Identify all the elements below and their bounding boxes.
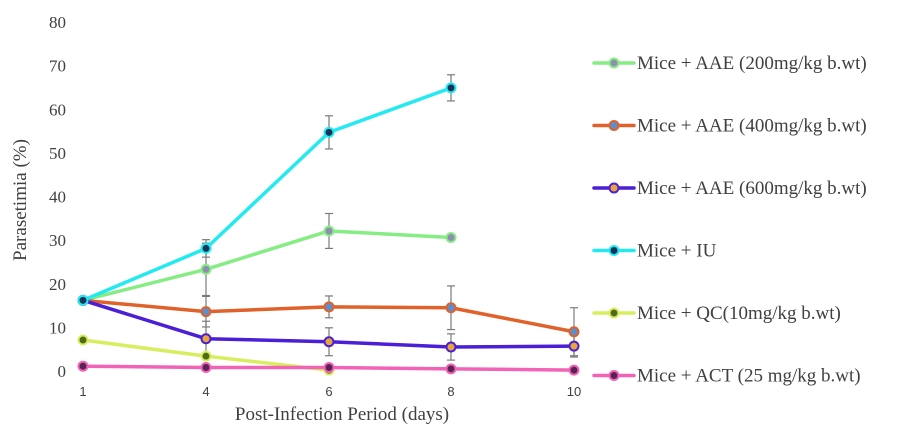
- data-point: [200, 333, 212, 345]
- data-point: [323, 126, 335, 138]
- series-markers: [77, 82, 580, 376]
- data-point: [323, 225, 335, 237]
- legend-swatch-marker: [608, 370, 620, 381]
- data-point: [200, 350, 212, 362]
- legend-label: Mice + AAE (400mg/kg b.wt): [637, 116, 867, 137]
- y-tick-label: 10: [49, 318, 66, 337]
- data-point: [568, 364, 580, 376]
- data-point: [77, 294, 89, 306]
- x-tick-label: 1: [79, 384, 86, 399]
- legend-label: Mice + IU: [637, 241, 717, 262]
- x-tick-label: 6: [325, 384, 332, 399]
- y-tick-label: 20: [49, 275, 66, 294]
- data-point: [323, 362, 335, 374]
- legend-item: Mice + QC(10mg/kg b.wt): [592, 303, 841, 324]
- legend-item: Mice + AAE (200mg/kg b.wt): [592, 53, 867, 74]
- data-point: [200, 306, 212, 318]
- legend-swatch-marker: [608, 57, 620, 69]
- legend-swatch-marker: [608, 182, 620, 194]
- legend-swatch-marker: [608, 245, 620, 256]
- legend-label: Mice + QC(10mg/kg b.wt): [637, 303, 841, 324]
- legend-swatch-marker: [608, 307, 620, 319]
- data-point: [323, 301, 335, 313]
- data-point: [200, 242, 212, 254]
- y-axis-label: Parasetimia (%): [10, 139, 31, 261]
- y-tick-label: 60: [49, 100, 66, 119]
- data-point: [568, 340, 580, 352]
- data-point: [445, 82, 457, 94]
- legend-label: Mice + ACT (25 mg/kg b.wt): [637, 366, 861, 387]
- legend-item: Mice + IU: [592, 241, 717, 262]
- legend-item: Mice + ACT (25 mg/kg b.wt): [592, 366, 861, 387]
- series-line: [81, 86, 453, 303]
- y-tick-label: 40: [49, 188, 66, 207]
- legend-swatch-marker: [608, 120, 620, 131]
- legend-item: Mice + AAE (600mg/kg b.wt): [592, 178, 867, 199]
- data-point: [200, 263, 212, 275]
- data-point: [568, 326, 580, 338]
- error-bars: [202, 74, 578, 361]
- x-tick-label: 10: [567, 384, 581, 399]
- data-point: [445, 363, 457, 375]
- y-tick-label: 80: [49, 13, 66, 32]
- data-point: [445, 341, 457, 353]
- data-point: [445, 232, 457, 244]
- x-tick-label: 8: [447, 384, 454, 399]
- legend-label: Mice + AAE (200mg/kg b.wt): [637, 53, 867, 74]
- x-axis-ticks: 1 4 6 8 10: [79, 384, 581, 399]
- legend-label: Mice + AAE (600mg/kg b.wt): [637, 178, 867, 199]
- legend: Mice + AAE (200mg/kg b.wt) Mice + AAE (40…: [592, 53, 867, 387]
- data-point: [77, 334, 89, 346]
- y-tick-label: 70: [49, 57, 66, 76]
- legend-item: Mice + AAE (400mg/kg b.wt): [592, 116, 867, 137]
- x-axis-label: Post-Infection Period (days): [235, 404, 449, 425]
- data-point: [200, 362, 212, 374]
- x-tick-label: 4: [202, 384, 209, 399]
- y-axis-ticks: 0 10 20 30 40 50 60 70 80: [49, 13, 66, 381]
- data-point: [77, 360, 89, 372]
- y-tick-label: 50: [49, 144, 66, 163]
- series-line: [81, 229, 453, 303]
- data-point: [323, 336, 335, 348]
- data-point: [445, 302, 457, 314]
- y-tick-label: 30: [49, 231, 66, 250]
- y-tick-label: 0: [58, 362, 67, 381]
